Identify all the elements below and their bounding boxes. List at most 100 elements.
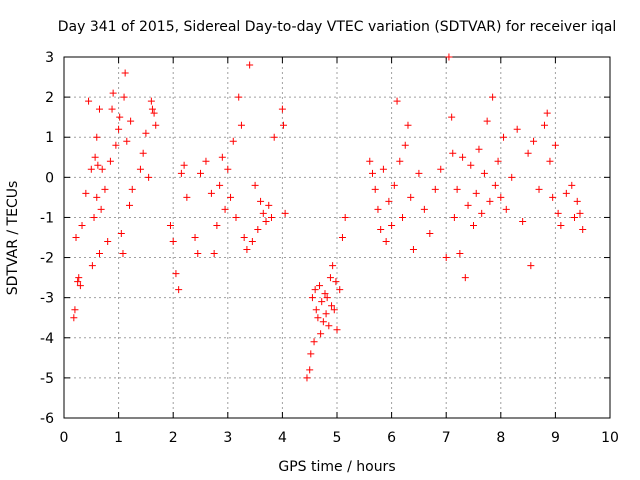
data-point [254,225,262,233]
data-point [240,234,248,241]
data-point [459,153,467,161]
data-point [489,93,497,101]
data-point [281,209,289,217]
data-point [116,113,124,121]
data-point [535,185,543,193]
data-point [145,173,153,181]
y-tick-label: -1 [40,210,54,226]
data-point [316,282,324,290]
data-point [93,133,101,141]
x-tick-label: 5 [333,430,342,446]
data-point [312,306,320,314]
data-point [127,117,135,125]
x-tick-label: 10 [601,430,619,446]
x-tick-label: 1 [114,430,123,446]
data-point [72,234,80,241]
data-point [257,197,265,205]
data-point [390,181,398,189]
data-point [172,270,180,278]
data-point [169,238,177,246]
y-tick-label: 1 [45,130,54,146]
data-point [319,318,327,326]
data-point [94,161,102,169]
data-point [379,165,387,173]
x-tick-label: 2 [169,430,178,446]
x-tick-label: 4 [278,430,287,446]
data-point [259,209,267,217]
data-point [322,310,330,318]
data-point [82,189,90,197]
data-point [311,286,319,294]
data-point [104,238,112,246]
data-point [218,153,226,161]
data-point [326,274,334,282]
data-point [426,229,434,237]
data-point [128,185,136,193]
axis-ticks [63,56,611,419]
data-point [310,338,318,346]
data-point [549,193,557,201]
data-point [136,165,144,173]
data-point [318,298,326,306]
data-point [109,89,117,97]
data-point [237,121,245,129]
data-point [551,141,559,149]
data-point [75,274,83,282]
data-point [119,250,127,258]
data-point [210,250,218,258]
data-point [213,221,221,229]
data-point [546,157,554,165]
data-point [120,93,128,101]
data-points [70,53,587,382]
data-point [112,141,120,149]
data-point [442,254,450,262]
data-point [78,221,86,229]
data-point [388,221,396,229]
data-point [494,157,502,165]
y-axis-title: SDTVAR / TECUs [5,181,21,296]
data-point [497,193,505,201]
data-point [448,113,456,121]
data-point [330,306,338,314]
data-point [420,205,428,213]
data-point [207,189,215,197]
data-point [415,169,423,177]
data-point [524,149,532,157]
data-point [480,169,488,177]
x-axis-title: GPS time / hours [278,459,395,475]
data-point [93,193,101,201]
data-point [166,221,174,229]
data-point [139,149,147,157]
data-point [177,169,185,177]
data-point [308,294,316,302]
data-point [401,141,409,149]
data-point [571,213,579,221]
data-point [121,69,129,77]
data-point [232,213,240,221]
data-point [221,205,229,213]
data-point [486,197,494,205]
data-point [478,209,486,217]
data-point [431,185,439,193]
y-tick-labels: 3 2 1 0 -1 -2 -3 -4 -5 -6 [40,50,54,427]
data-point [500,133,508,141]
data-point [502,205,510,213]
data-point [470,221,477,229]
data-point [202,157,210,165]
data-point [142,129,150,137]
data-point [382,238,390,246]
data-point [483,117,491,125]
data-point [262,217,270,225]
data-point [183,193,191,201]
data-point [246,61,254,69]
data-point [461,274,469,282]
x-tick-label: 6 [387,430,396,446]
data-point [407,193,415,201]
data-point [314,314,322,322]
data-point [108,105,116,113]
data-point [216,181,224,189]
data-point [235,93,243,101]
data-point [328,302,336,310]
data-point [554,209,562,217]
